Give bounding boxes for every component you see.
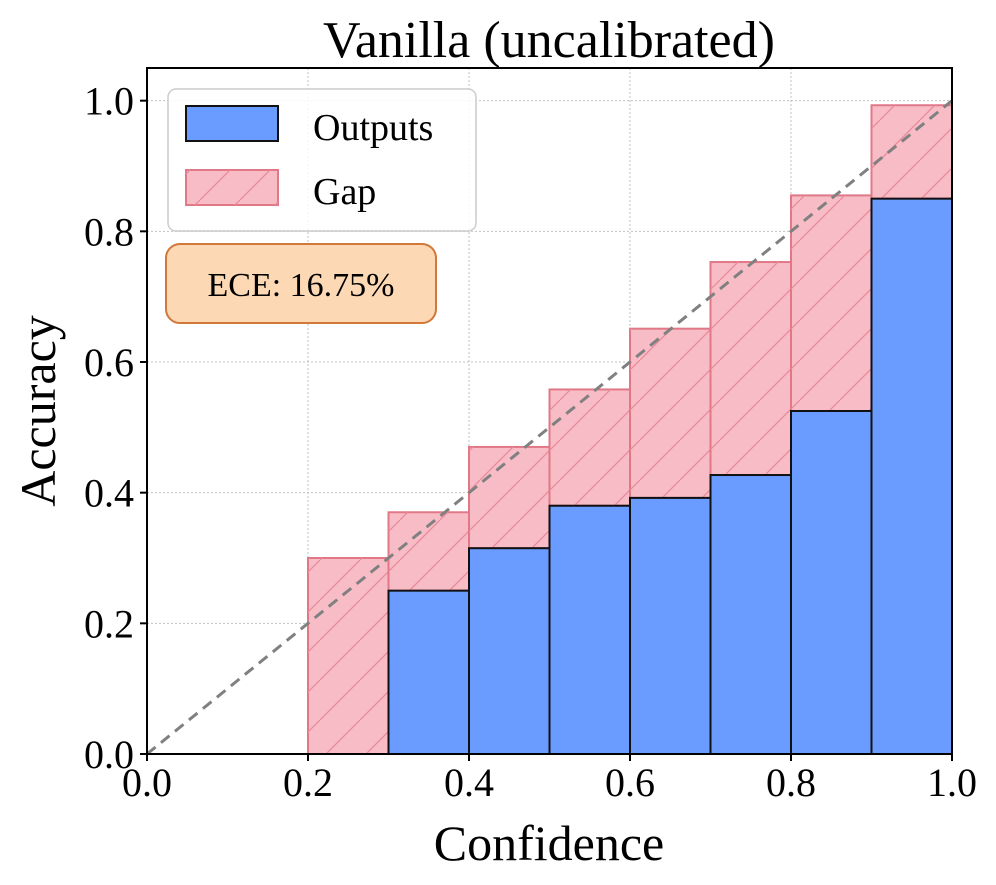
legend: Outputs Gap — [167, 88, 477, 232]
x-tick-label: 0.8 — [766, 760, 816, 805]
ece-annotation-box — [165, 243, 437, 324]
output-bars — [387, 197, 953, 756]
plot-area: 0.0 0.2 0.4 0.6 0.8 1.0 0.0 0.2 0.4 0.6 0.8 1.0 — [84, 67, 977, 805]
y-tick-label: 0.4 — [84, 471, 134, 516]
x-tick-label: 0.0 — [122, 760, 172, 805]
output-bar — [387, 589, 470, 756]
perfect-calibration-line — [146, 99, 953, 756]
output-bar — [629, 496, 712, 755]
legend-label-gap: Gap — [313, 171, 376, 213]
legend-label-outputs: Outputs — [313, 107, 433, 149]
gap-bar-hatch — [791, 195, 872, 411]
y-axis-ticks: 0.0 0.2 0.4 0.6 0.8 1.0 — [84, 79, 147, 777]
y-axis-label: Accuracy — [10, 315, 66, 507]
y-tick-label: 0.0 — [84, 732, 134, 777]
output-bar — [709, 474, 792, 755]
y-tick-label: 1.0 — [84, 79, 134, 124]
y-tick-label: 0.6 — [84, 340, 134, 385]
gap-bar-hatch — [549, 389, 630, 506]
gap-bar-hatch — [871, 105, 952, 199]
output-bar — [790, 410, 873, 755]
ece-annotation: ECE: 16.75% — [165, 243, 437, 324]
gap-bar-hatch — [308, 558, 389, 754]
legend-swatch-outputs — [185, 105, 279, 142]
x-tick-label: 0.6 — [605, 760, 655, 805]
output-bar — [870, 197, 953, 755]
y-tick-label: 0.2 — [84, 601, 134, 646]
gap-bar-hatch — [630, 328, 711, 498]
x-tick-label: 0.4 — [444, 760, 494, 805]
legend-swatch-gap-hatch — [186, 170, 278, 205]
x-axis-label: Confidence — [434, 815, 664, 871]
gap-bar-hatch — [710, 262, 791, 476]
y-tick-label: 0.8 — [84, 209, 134, 254]
gap-bar-hatch — [469, 446, 550, 549]
ece-annotation-text: ECE: 16.75% — [208, 267, 395, 304]
output-bar — [548, 504, 631, 755]
x-tick-label: 1.0 — [927, 760, 977, 805]
chart-title: Vanilla (uncalibrated) — [323, 12, 775, 69]
x-axis-ticks: 0.0 0.2 0.4 0.6 0.8 1.0 — [122, 754, 977, 805]
x-tick-label: 0.2 — [283, 760, 333, 805]
output-bar — [468, 547, 551, 756]
plot-frame — [146, 67, 953, 755]
gap-bars — [307, 104, 953, 755]
